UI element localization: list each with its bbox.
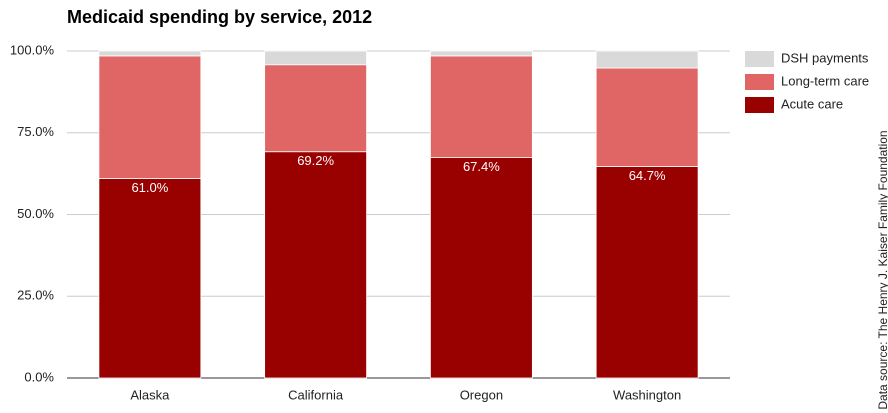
bar-segment bbox=[98, 178, 202, 379]
bar-segment bbox=[430, 50, 533, 57]
bar-segment bbox=[595, 67, 699, 167]
bar-segment bbox=[430, 157, 533, 379]
legend-swatch bbox=[745, 51, 774, 67]
legend-swatch bbox=[745, 74, 774, 90]
y-tick-label: 25.0% bbox=[17, 288, 54, 303]
x-tick-label: California bbox=[288, 387, 344, 402]
y-tick-label: 100.0% bbox=[10, 42, 55, 57]
bar-segment bbox=[264, 64, 367, 153]
y-tick-label: 0.0% bbox=[24, 369, 54, 384]
legend-label: Acute care bbox=[781, 96, 843, 111]
bar-segment bbox=[595, 166, 699, 379]
x-tick-label: Alaska bbox=[130, 387, 170, 402]
data-label: 67.4% bbox=[463, 159, 500, 174]
bar-segment bbox=[264, 151, 367, 379]
data-label: 64.7% bbox=[629, 168, 666, 183]
x-tick-label: Washington bbox=[613, 387, 681, 402]
y-tick-label: 75.0% bbox=[17, 124, 54, 139]
data-label: 61.0% bbox=[131, 180, 168, 195]
bar-segment bbox=[98, 50, 202, 57]
bar-segment bbox=[430, 55, 533, 159]
bar-segment bbox=[595, 50, 699, 69]
x-tick-label: Oregon bbox=[460, 387, 503, 402]
legend-label: DSH payments bbox=[781, 50, 869, 65]
chart-title: Medicaid spending by service, 2012 bbox=[67, 7, 372, 27]
legend-swatch bbox=[745, 97, 774, 113]
legend-label: Long-term care bbox=[781, 73, 869, 88]
bar-segment bbox=[98, 55, 202, 179]
source-note: Data source: The Henry J. Kaiser Family … bbox=[876, 130, 888, 409]
bar-segment bbox=[264, 50, 367, 66]
y-tick-label: 50.0% bbox=[17, 206, 54, 221]
data-label: 69.2% bbox=[297, 153, 334, 168]
